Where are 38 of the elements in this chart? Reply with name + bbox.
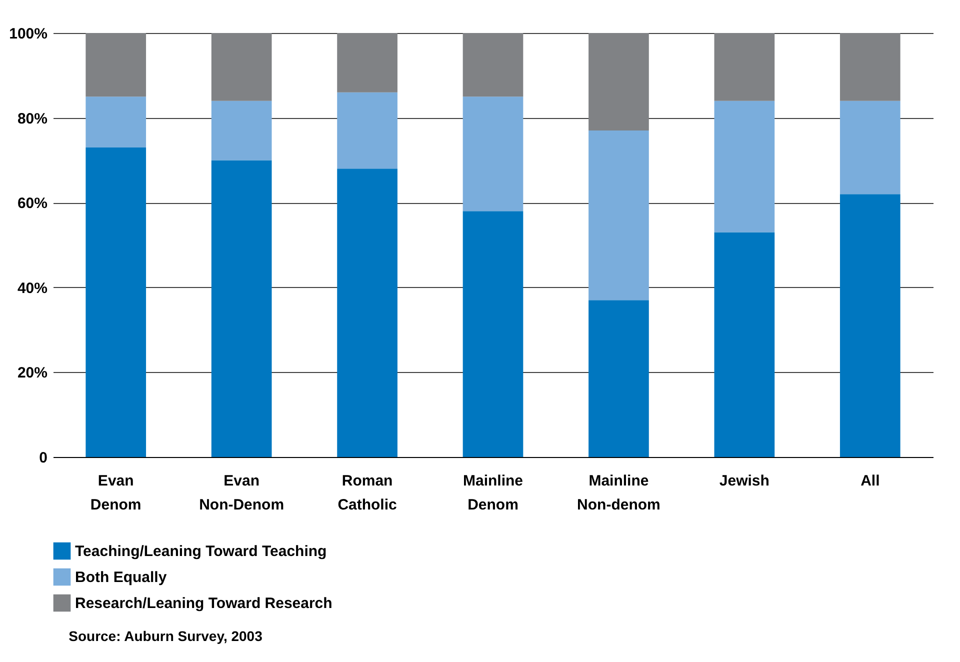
- bar: [211, 33, 272, 101]
- bar: [714, 33, 775, 101]
- bar: [840, 33, 900, 101]
- bar: [462, 96, 524, 212]
- bar: [588, 33, 649, 131]
- x-tick-label: Evan Non-Denom: [199, 472, 284, 514]
- bar: [840, 100, 900, 194]
- y-tick-label: 40%: [17, 280, 48, 297]
- source-note: Source: Auburn Survey, 2003: [68, 628, 263, 644]
- bar: [714, 100, 775, 232]
- bar: [211, 160, 272, 457]
- bar: [337, 168, 398, 457]
- bar: [588, 130, 649, 300]
- bar: [462, 33, 524, 97]
- x-tick-label: Evan Denom: [90, 472, 142, 514]
- bar: [588, 300, 649, 457]
- bar: [840, 194, 900, 457]
- bar: [86, 147, 146, 457]
- x-tick-label: All: [860, 472, 880, 490]
- x-tick-label: Mainline Denom: [462, 472, 524, 514]
- legend-label: Both Equally: [75, 569, 168, 586]
- y-tick-label: 20%: [17, 364, 48, 382]
- x-tick-label: Mainline Non-denom: [577, 472, 660, 514]
- x-tick-label: Jewish: [719, 472, 770, 490]
- bar: [211, 100, 272, 160]
- bar: [462, 211, 524, 457]
- y-tick-label: 100%: [9, 26, 48, 42]
- bar: [714, 232, 775, 457]
- y-tick-label: 0: [39, 450, 48, 466]
- legend-label: Research/Leaning Toward Research: [75, 595, 332, 612]
- x-tick-label: Roman Catholic: [338, 472, 397, 514]
- y-tick-label: 80%: [17, 110, 48, 128]
- bar: [337, 92, 398, 169]
- bar: [86, 96, 146, 148]
- legend-label: Teaching/Leaning Toward Teaching: [75, 543, 327, 560]
- y-tick-label: 60%: [17, 195, 48, 212]
- bar: [337, 33, 398, 92]
- bar: [86, 33, 146, 97]
